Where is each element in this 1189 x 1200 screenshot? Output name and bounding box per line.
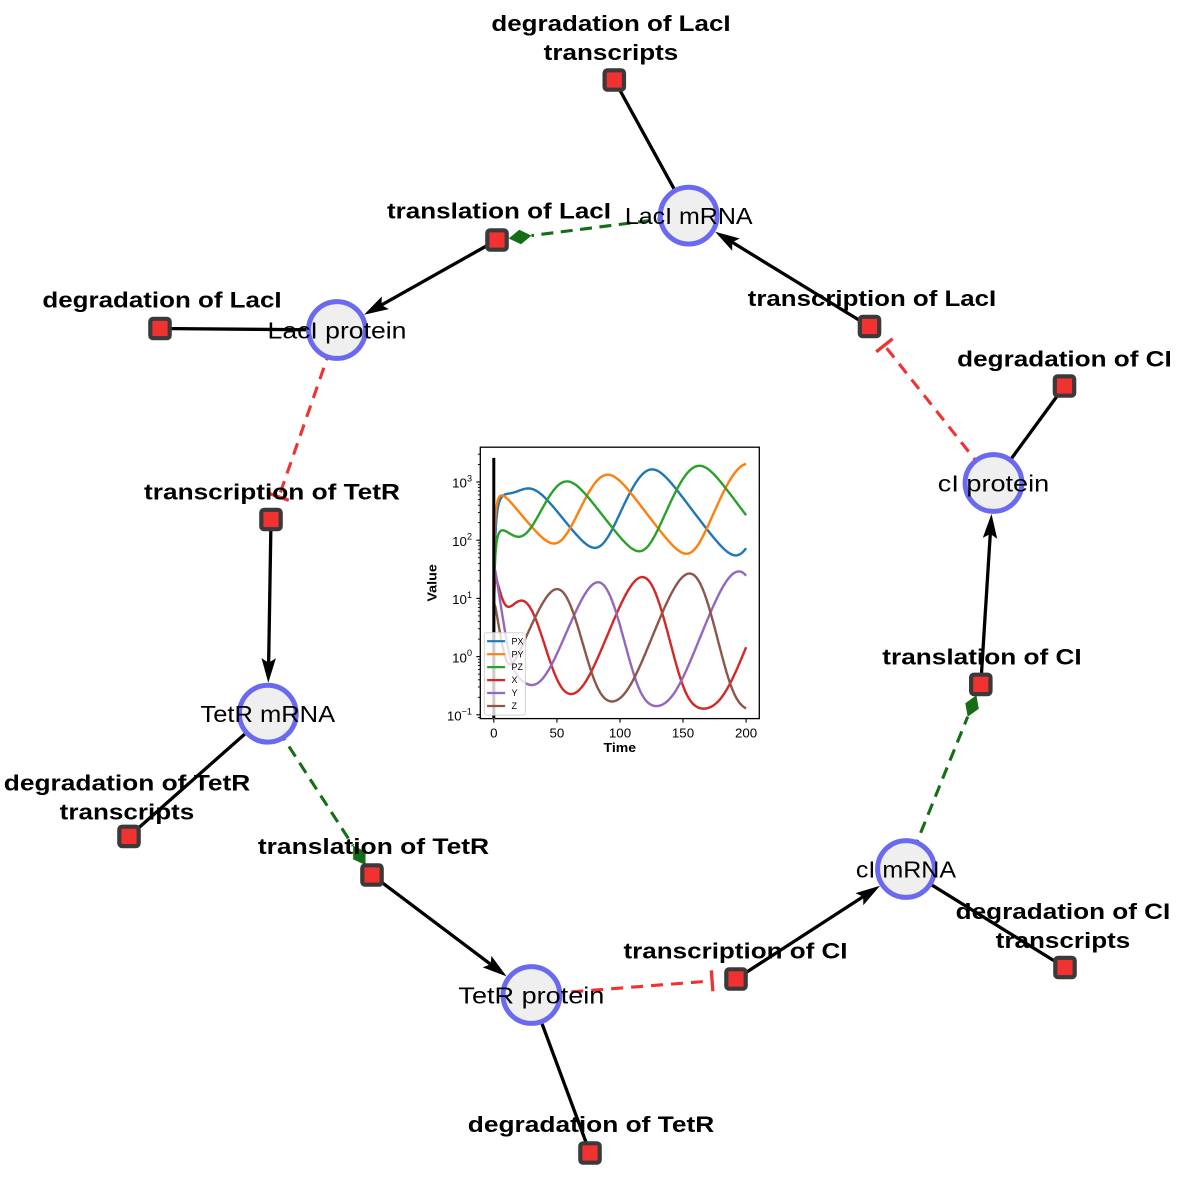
svg-text:degradation of TetR: degradation of TetR [4,771,251,796]
svg-text:PY: PY [512,649,524,659]
svg-text:200: 200 [735,725,757,740]
svg-text:TetR protein: TetR protein [458,983,604,1009]
svg-text:TetR mRNA: TetR mRNA [200,701,335,727]
svg-text:cI protein: cI protein [938,471,1049,497]
svg-text:transcription of LacI: transcription of LacI [748,286,997,311]
svg-text:degradation of CI: degradation of CI [956,899,1171,924]
svg-text:Value: Value [426,564,440,602]
svg-text:PX: PX [512,636,524,646]
svg-text:degradation of CI: degradation of CI [957,347,1172,372]
svg-text:transcripts: transcripts [996,928,1131,953]
svg-text:X: X [512,675,518,685]
svg-text:transcripts: transcripts [60,800,195,825]
svg-text:cI mRNA: cI mRNA [856,857,957,883]
svg-text:LacI mRNA: LacI mRNA [625,203,753,229]
svg-text:50: 50 [550,725,565,740]
svg-text:translation of LacI: translation of LacI [387,199,611,224]
svg-text:degradation of TetR: degradation of TetR [468,1112,715,1137]
svg-text:Y: Y [512,688,518,698]
svg-text:100: 100 [452,648,472,665]
svg-text:degradation of LacI: degradation of LacI [42,288,281,313]
svg-text:150: 150 [672,725,694,740]
svg-text:transcription of TetR: transcription of TetR [144,480,400,505]
svg-text:100: 100 [609,725,631,740]
svg-text:PZ: PZ [512,662,524,672]
svg-text:102: 102 [452,532,472,549]
svg-text:translation of TetR: translation of TetR [258,834,489,859]
svg-text:101: 101 [452,590,472,607]
svg-text:transcription of CI: transcription of CI [624,939,848,964]
svg-text:LacI protein: LacI protein [268,318,407,344]
svg-text:transcripts: transcripts [544,40,679,65]
svg-text:0: 0 [490,725,497,740]
svg-text:103: 103 [452,474,472,491]
svg-text:translation of CI: translation of CI [882,645,1081,670]
svg-text:Time: Time [604,740,637,755]
svg-text:10−1: 10−1 [447,706,472,723]
svg-text:Z: Z [512,701,518,711]
svg-text:degradation of LacI: degradation of LacI [491,11,730,36]
